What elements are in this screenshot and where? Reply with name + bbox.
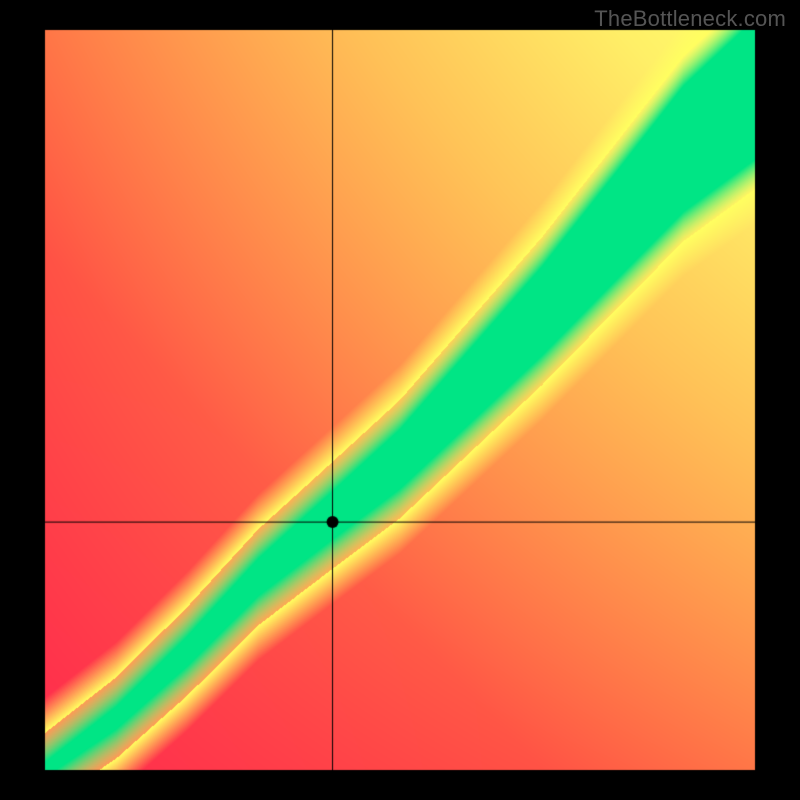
bottleneck-heatmap-canvas [0, 0, 800, 800]
chart-container: TheBottleneck.com [0, 0, 800, 800]
watermark-text: TheBottleneck.com [594, 6, 786, 32]
